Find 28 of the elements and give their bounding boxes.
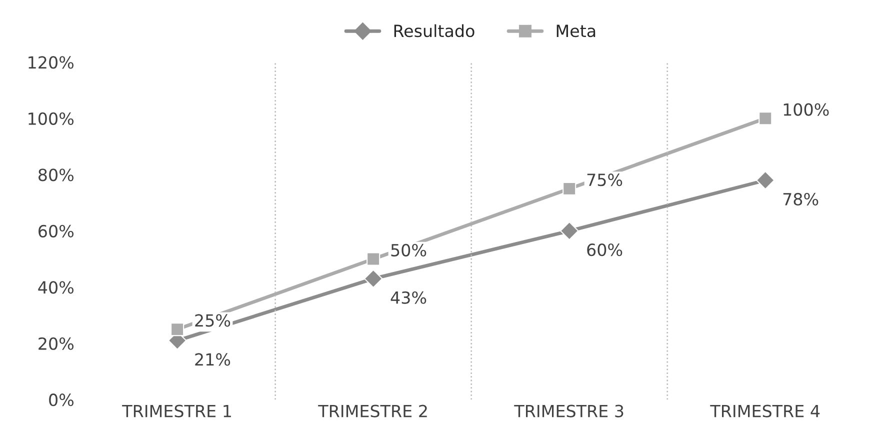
- data-label: 43%: [390, 291, 426, 304]
- x-tick-label: TRIMESTRE 4: [710, 404, 820, 418]
- data-label: 50%: [391, 244, 426, 256]
- y-tick-label: 40%: [38, 281, 74, 294]
- data-label: 100%: [784, 103, 829, 116]
- y-tick-label: 80%: [38, 168, 74, 182]
- point: [170, 322, 184, 336]
- data-label: 25%: [195, 314, 230, 327]
- point: [758, 112, 772, 126]
- y-tick-label: 60%: [38, 224, 74, 238]
- point: [756, 170, 775, 190]
- data-label: 78%: [783, 192, 818, 206]
- point: [366, 252, 380, 266]
- x-tick-label: TRIMESTRE 3: [514, 404, 624, 418]
- x-tick-label: TRIMESTRE 1: [122, 404, 231, 418]
- point: [364, 269, 383, 288]
- point: [560, 222, 579, 240]
- y-tick-label: 0%: [49, 394, 74, 406]
- y-tick-label: 120%: [28, 56, 74, 69]
- data-label: 60%: [587, 244, 622, 256]
- legend-label: Meta: [556, 24, 596, 38]
- x-tick-label: TRIMESTRE 2: [318, 404, 427, 418]
- data-label: 21%: [195, 353, 230, 366]
- point: [562, 182, 576, 196]
- data-label: 75%: [587, 174, 622, 186]
- legend-label: Resultado: [394, 24, 474, 38]
- y-tick-label: 20%: [38, 337, 74, 350]
- y-tick-label: 100%: [28, 112, 74, 125]
